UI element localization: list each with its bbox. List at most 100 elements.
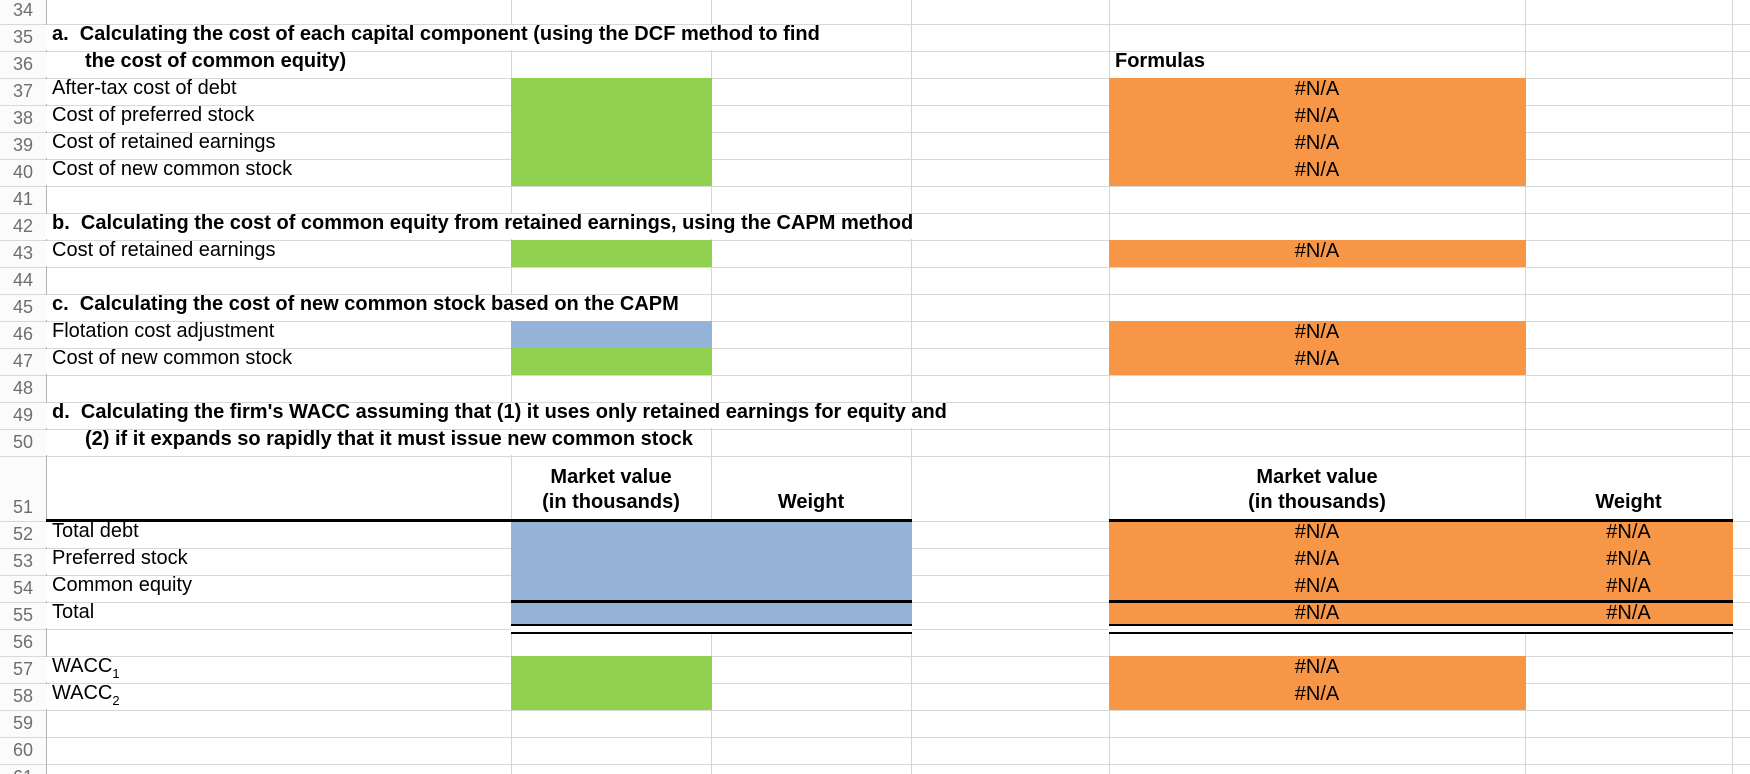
header-weight-left: Weight (711, 456, 911, 519)
gridline-h (0, 294, 1750, 295)
label-cost-of-retained-earnings-capm: Cost of retained earnings (46, 239, 276, 266)
row-header-35[interactable]: 35 (12, 26, 34, 47)
header-market-value-right-line2: (in thousands) (1248, 491, 1386, 513)
label-cost-of-preferred-stock: Cost of preferred stock (46, 104, 255, 131)
gridline-h (0, 213, 1750, 214)
na-cell-new-common-stock-capm[interactable]: #N/A (1294, 347, 1340, 370)
na-cell-flotation-cost-adjustment[interactable]: #N/A (1294, 320, 1340, 343)
gridline-v (1732, 0, 1733, 774)
green-input-cell-row47[interactable] (511, 348, 712, 375)
header-market-value-right: Market value (in thousands) (1109, 456, 1525, 519)
label-cost-of-new-common-stock-capm: Cost of new common stock (46, 347, 293, 374)
gridline-h (0, 656, 1750, 657)
row-header-51[interactable]: 51 (12, 496, 34, 517)
row-header-53[interactable]: 53 (12, 550, 34, 571)
orange-formula-cell-row43[interactable] (1109, 240, 1526, 267)
row-header-40[interactable]: 40 (12, 161, 34, 182)
row-header-42[interactable]: 42 (12, 215, 34, 236)
blue-input-cells-market-values[interactable] (511, 521, 912, 624)
border-total-top-left (511, 600, 912, 603)
row-header-38[interactable]: 38 (12, 107, 34, 128)
border-header-bottom-left (46, 519, 912, 522)
section-b-title: b. Calculating the cost of common equity… (46, 212, 914, 239)
row-header-58[interactable]: 58 (12, 685, 34, 706)
orange-formula-cells-rows37-40[interactable] (1109, 78, 1526, 186)
na-cell-common-equity-weight[interactable]: #N/A (1606, 574, 1651, 597)
row-header-56[interactable]: 56 (12, 631, 34, 652)
row-header-54[interactable]: 54 (12, 577, 34, 598)
row-header-41[interactable]: 41 (12, 188, 34, 209)
na-cell-common-equity-market-value[interactable]: #N/A (1294, 574, 1340, 597)
wacc2-subscript: 2 (112, 693, 120, 708)
gridline-h (0, 159, 1750, 160)
na-cell-preferred-stock-weight[interactable]: #N/A (1606, 547, 1651, 570)
row-header-52[interactable]: 52 (12, 523, 34, 544)
gridline-v (1109, 0, 1110, 774)
na-cell-retained-earnings-capm[interactable]: #N/A (1294, 239, 1340, 262)
row-header-34[interactable]: 34 (12, 0, 34, 20)
orange-formula-cells-rows46-47[interactable] (1109, 321, 1526, 375)
gridline-v (511, 0, 512, 774)
label-cost-of-new-common-stock: Cost of new common stock (46, 158, 293, 185)
border-total-double-underline-left (511, 624, 912, 634)
section-c-title: c. Calculating the cost of new common st… (46, 293, 679, 320)
na-cell-total-weight[interactable]: #N/A (1606, 601, 1651, 624)
na-cell-wacc2[interactable]: #N/A (1294, 682, 1340, 705)
label-wacc1: WACC 1 (46, 654, 120, 682)
na-cell-total-debt-market-value[interactable]: #N/A (1294, 520, 1340, 543)
formulas-header: Formulas (1115, 49, 1206, 72)
gridline-h (0, 737, 1750, 738)
na-cell-wacc1[interactable]: #N/A (1294, 655, 1340, 678)
na-cell-cost-of-new-common-stock[interactable]: #N/A (1294, 158, 1340, 181)
row-header-39[interactable]: 39 (12, 134, 34, 155)
row-header-44[interactable]: 44 (12, 269, 34, 290)
na-cell-cost-of-retained-earnings[interactable]: #N/A (1294, 131, 1340, 154)
label-preferred-stock: Preferred stock (46, 547, 188, 574)
row-header-36[interactable]: 36 (12, 53, 34, 74)
gridline-h (0, 429, 1750, 430)
row-header-55[interactable]: 55 (12, 604, 34, 625)
wacc1-base: WACC (52, 654, 113, 677)
gridline-h (0, 78, 1750, 79)
row-header-47[interactable]: 47 (12, 350, 34, 371)
row-header-60[interactable]: 60 (12, 739, 34, 760)
header-market-value-left: Market value (in thousands) (511, 456, 711, 519)
gridline-h (0, 402, 1750, 403)
gridline-h (0, 321, 1750, 322)
row-header-57[interactable]: 57 (12, 658, 34, 679)
gridline-h (0, 132, 1750, 133)
gridline-h (0, 348, 1750, 349)
border-header-bottom-right (1109, 519, 1733, 522)
row-header-59[interactable]: 59 (12, 712, 34, 733)
row-header-43[interactable]: 43 (12, 242, 34, 263)
blue-input-cell-row46[interactable] (511, 321, 712, 348)
label-total: Total (46, 601, 95, 628)
green-input-cells-wacc[interactable] (511, 656, 712, 710)
row-header-37[interactable]: 37 (12, 80, 34, 101)
green-input-cell-row43[interactable] (511, 240, 712, 267)
na-cell-preferred-stock-market-value[interactable]: #N/A (1294, 547, 1340, 570)
row-header-45[interactable]: 45 (12, 296, 34, 317)
row-header-49[interactable]: 49 (12, 404, 34, 425)
orange-formula-cells-wacc[interactable] (1109, 656, 1526, 710)
orange-formula-cells-market-values[interactable] (1109, 521, 1733, 624)
gridline-h (0, 683, 1750, 684)
gridline-h (0, 105, 1750, 106)
row-header-50[interactable]: 50 (12, 431, 34, 452)
row-header-46[interactable]: 46 (12, 323, 34, 344)
na-cell-cost-of-preferred-stock[interactable]: #N/A (1294, 104, 1340, 127)
na-cell-total-debt-weight[interactable]: #N/A (1606, 520, 1651, 543)
wacc1-subscript: 1 (112, 666, 120, 681)
gridline-h (0, 240, 1750, 241)
border-total-top-right (1109, 600, 1733, 603)
gridline-v-rowheader (46, 0, 47, 774)
gridline-v (711, 0, 712, 774)
gridline-h (0, 710, 1750, 711)
green-input-cells-rows37-40[interactable] (511, 78, 712, 186)
na-cell-total-market-value[interactable]: #N/A (1294, 601, 1340, 624)
row-header-61[interactable]: 61 (0, 764, 46, 774)
na-cell-after-tax-cost-of-debt[interactable]: #N/A (1294, 77, 1340, 100)
section-a-title-line2: the cost of common equity) (46, 50, 347, 77)
row-header-48[interactable]: 48 (12, 377, 34, 398)
